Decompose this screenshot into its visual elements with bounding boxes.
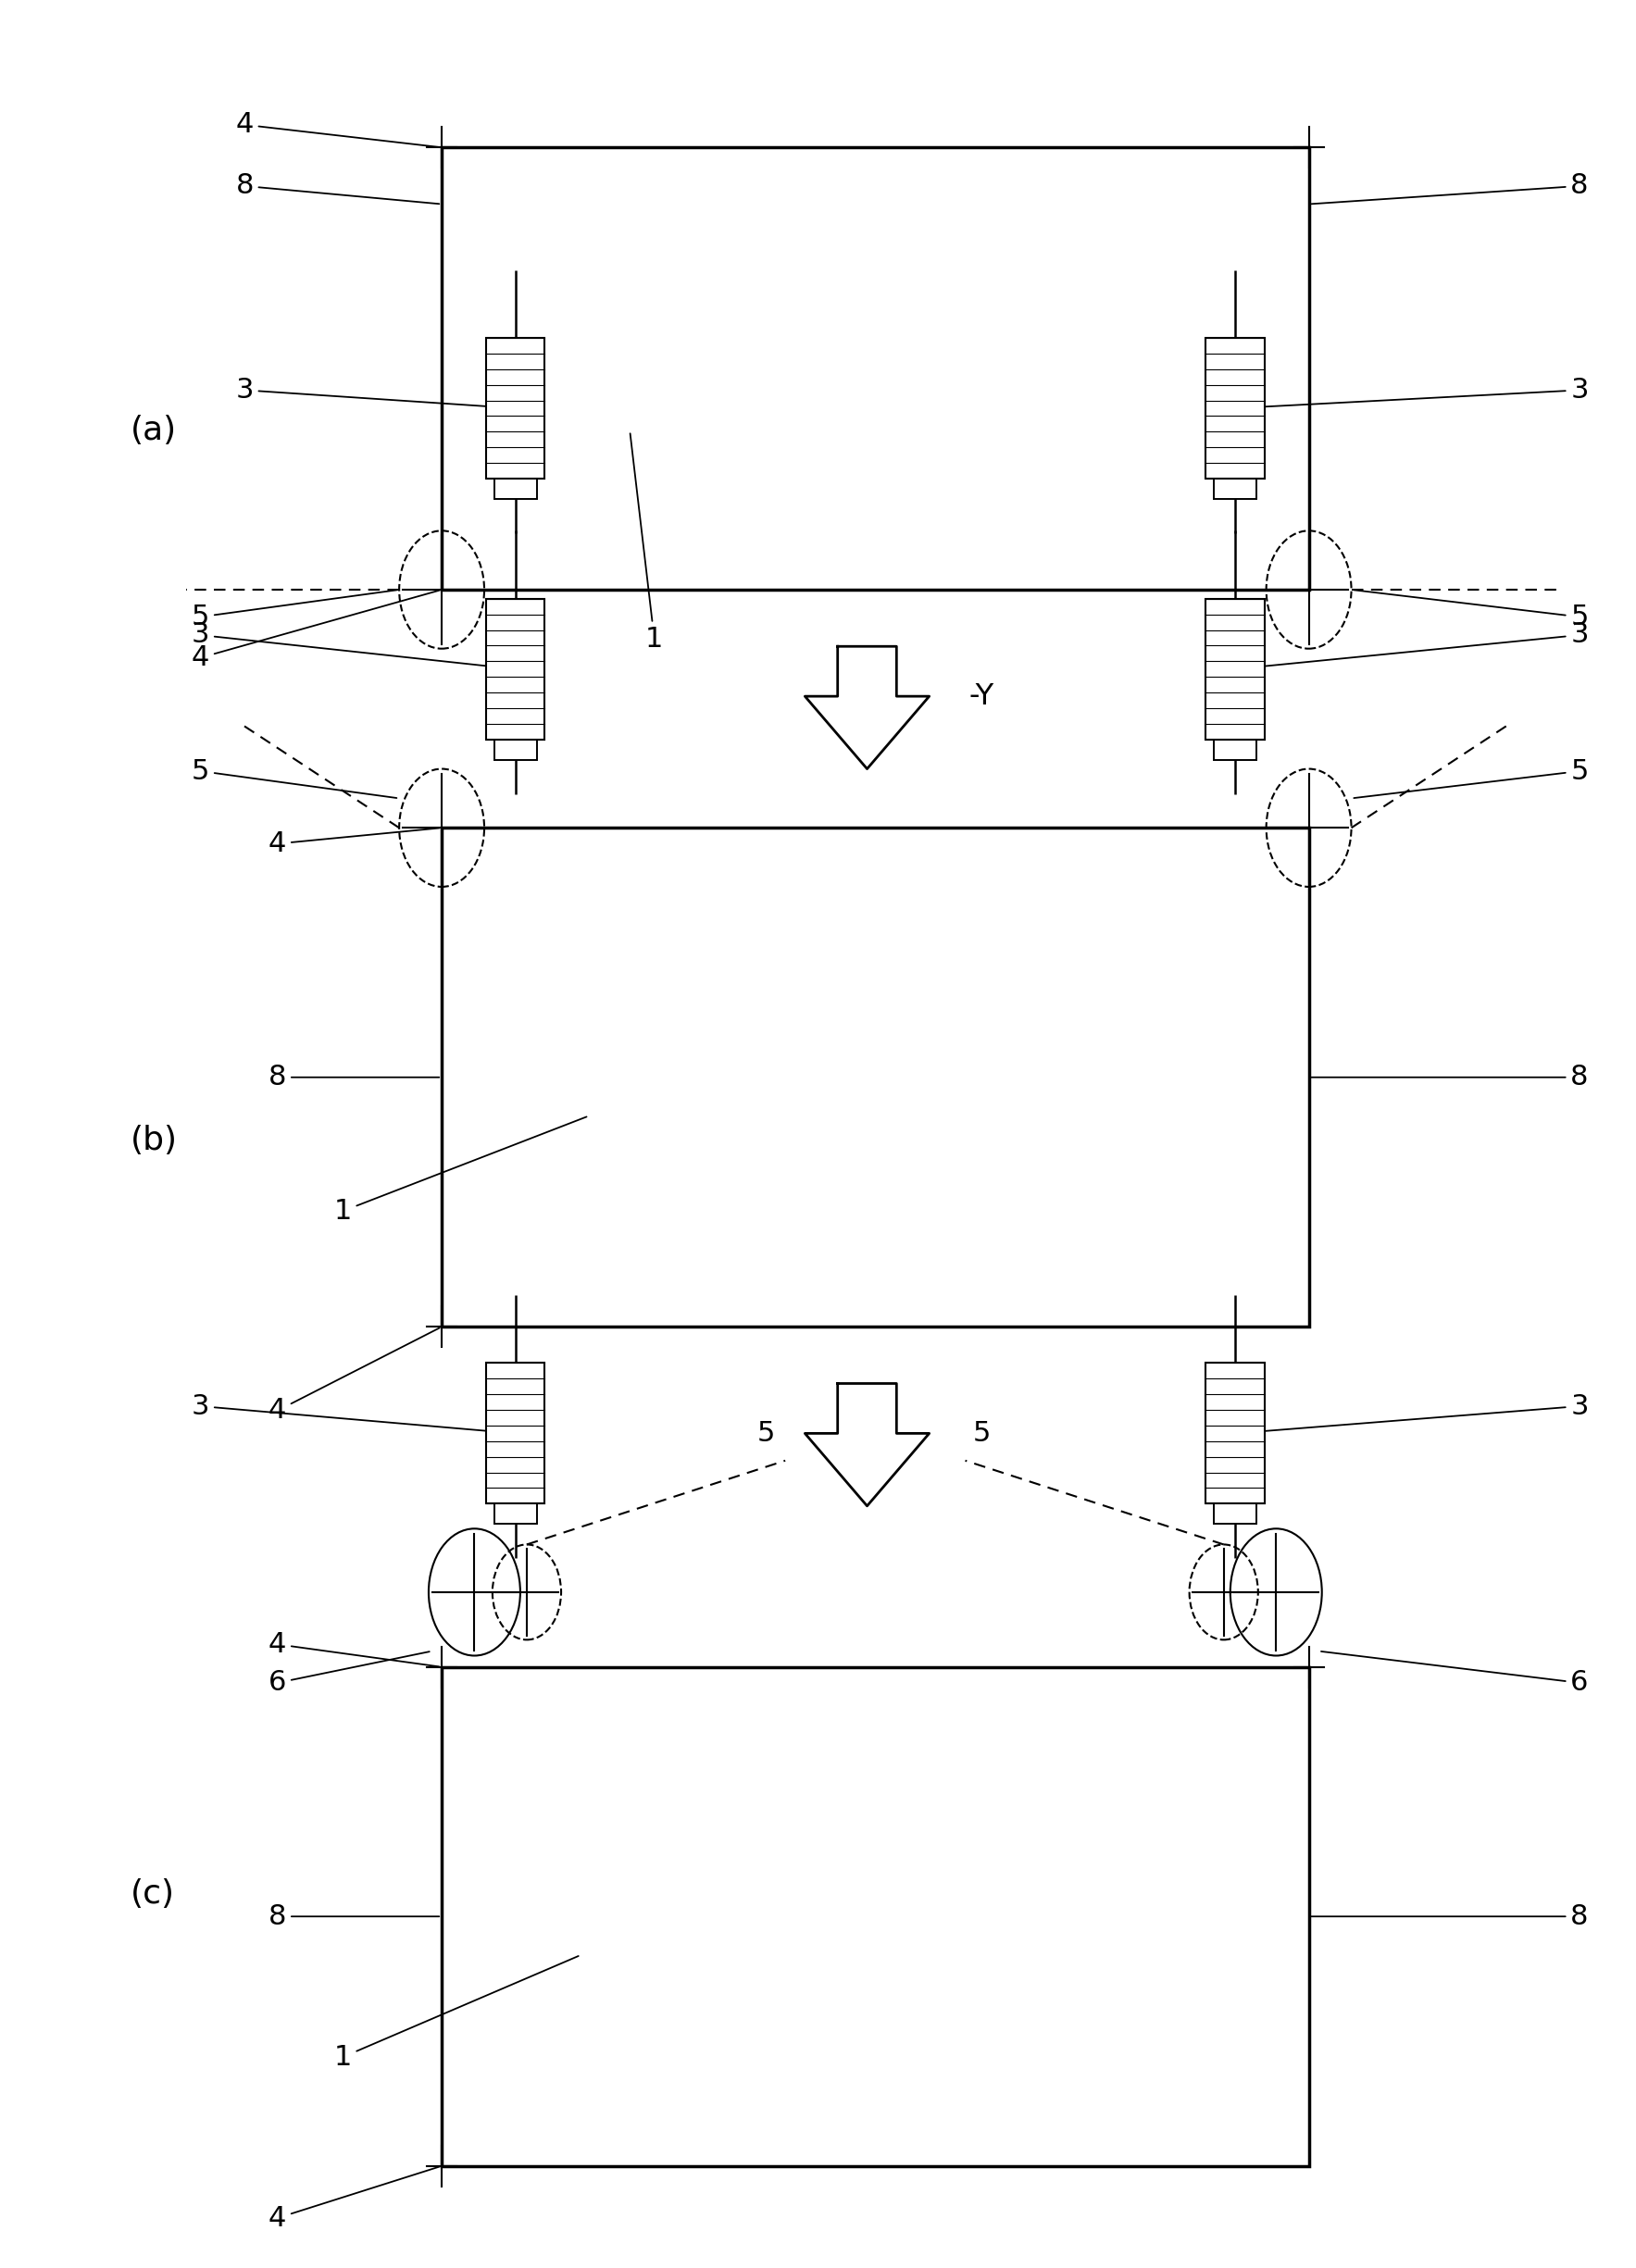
Bar: [486, 599, 545, 739]
Text: 3: 3: [1238, 1393, 1589, 1433]
Bar: [1214, 1504, 1256, 1524]
Bar: [494, 1504, 537, 1524]
Text: 5: 5: [191, 758, 396, 798]
Text: (a): (a): [131, 415, 177, 447]
Bar: [1206, 338, 1265, 479]
Bar: [486, 338, 545, 479]
Text: 3: 3: [191, 621, 512, 669]
Text: 3: 3: [191, 1393, 512, 1433]
Text: 4: 4: [236, 111, 438, 147]
Text: 8: 8: [1312, 1903, 1589, 1930]
Text: 4: 4: [268, 1631, 438, 1667]
Polygon shape: [805, 646, 929, 769]
Text: 3: 3: [1238, 621, 1589, 669]
Bar: [442, 828, 1309, 1327]
Text: 3: 3: [1238, 376, 1589, 408]
Text: 5: 5: [191, 590, 396, 631]
Text: 5: 5: [757, 1420, 774, 1447]
Bar: [1214, 479, 1256, 499]
Text: 1: 1: [334, 1955, 579, 2071]
Text: 6: 6: [1322, 1651, 1589, 1696]
Text: 6: 6: [268, 1651, 429, 1696]
Text: 1: 1: [334, 1116, 587, 1225]
Bar: [494, 739, 537, 760]
Text: (b): (b): [131, 1125, 178, 1157]
Text: 8: 8: [268, 1903, 438, 1930]
Text: 4: 4: [268, 1329, 440, 1424]
Text: -Y: -Y: [969, 683, 993, 710]
Bar: [442, 1667, 1309, 2166]
Text: 8: 8: [236, 172, 438, 204]
Text: 5: 5: [973, 1420, 990, 1447]
Bar: [1206, 1363, 1265, 1504]
Text: 8: 8: [1312, 172, 1589, 204]
Text: 5: 5: [1355, 590, 1589, 631]
Bar: [442, 147, 1309, 590]
Text: 5: 5: [1355, 758, 1589, 798]
Text: 4: 4: [191, 590, 438, 671]
Bar: [486, 1363, 545, 1504]
Bar: [494, 479, 537, 499]
Text: 1: 1: [630, 433, 663, 653]
Bar: [1214, 739, 1256, 760]
Text: (c): (c): [131, 1878, 175, 1910]
Text: 4: 4: [268, 2166, 440, 2232]
Text: 8: 8: [1312, 1064, 1589, 1091]
Text: 3: 3: [236, 376, 512, 408]
Bar: [1206, 599, 1265, 739]
Text: 4: 4: [268, 828, 438, 857]
Polygon shape: [805, 1383, 929, 1506]
Text: 8: 8: [268, 1064, 438, 1091]
